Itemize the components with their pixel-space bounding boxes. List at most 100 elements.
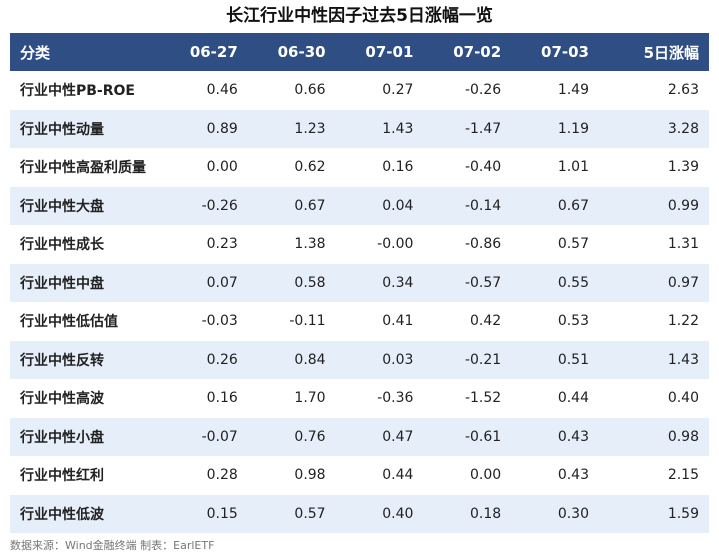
cell-5day-change: 3.28 xyxy=(667,120,699,137)
table-row: 行业中性小盘 -0.07 0.76 0.47 -0.61 0.43 0.98 xyxy=(10,417,709,456)
cell-date-2: 0.84 xyxy=(294,351,326,368)
header-date-5: 07-03 xyxy=(541,43,589,61)
row-category: 行业中性高波 xyxy=(20,391,104,408)
table-body: 行业中性PB-ROE 0.46 0.66 0.27 -0.26 1.49 2.63 行业中性动… xyxy=(10,71,709,533)
header-row: 分类 06-27 06-30 07-01 07-02 07-03 5日涨幅 xyxy=(10,33,709,71)
table-row: 行业中性动量 0.89 1.23 1.43 -1.47 1.19 3.28 xyxy=(10,109,709,148)
cell-date-4: -0.86 xyxy=(464,236,502,253)
row-category: 行业中性PB-ROE xyxy=(20,83,135,100)
cell-5day-change: 2.15 xyxy=(667,467,699,484)
cell-date-3: 0.41 xyxy=(382,313,414,330)
table-row: 行业中性高波 0.16 1.70 -0.36 -1.52 0.44 0.40 xyxy=(10,379,709,418)
cell-date-5: 0.43 xyxy=(557,428,589,445)
cell-5day-change: 1.22 xyxy=(667,313,699,330)
cell-date-5: 0.53 xyxy=(557,313,589,330)
header-date-2: 06-30 xyxy=(277,43,326,61)
cell-date-2: 0.66 xyxy=(294,82,326,99)
cell-date-5: 0.67 xyxy=(557,197,589,214)
cell-date-4: -1.52 xyxy=(464,390,502,407)
header-category: 分类 xyxy=(20,43,51,62)
cell-date-1: -0.07 xyxy=(201,428,238,445)
cell-5day-change: 1.31 xyxy=(667,236,699,253)
cell-date-4: 0.00 xyxy=(470,467,502,484)
cell-date-2: -0.11 xyxy=(289,313,326,330)
cell-date-5: 0.30 xyxy=(557,505,589,522)
cell-date-2: 0.57 xyxy=(294,505,326,522)
cell-date-5: 1.49 xyxy=(557,82,589,99)
cell-date-4: -0.14 xyxy=(464,197,502,214)
table-title: 长江行业中性因子过去5日涨幅一览 xyxy=(226,6,493,26)
cell-date-4: -0.57 xyxy=(464,274,502,291)
cell-date-3: 0.40 xyxy=(382,505,414,522)
cell-date-2: 0.67 xyxy=(294,197,326,214)
row-category: 行业中性成长 xyxy=(20,237,104,254)
row-category: 行业中性红利 xyxy=(20,468,104,485)
cell-date-4: -0.40 xyxy=(464,159,502,176)
cell-date-4: -1.47 xyxy=(464,120,502,137)
cell-date-1: 0.23 xyxy=(206,236,238,253)
cell-date-3: 0.27 xyxy=(382,82,414,99)
cell-date-1: 0.16 xyxy=(206,390,238,407)
table-row: 行业中性中盘 0.07 0.58 0.34 -0.57 0.55 0.97 xyxy=(10,263,709,302)
cell-5day-change: 0.99 xyxy=(667,197,699,214)
cell-5day-change: 1.59 xyxy=(667,505,699,522)
table-row: 行业中性大盘 -0.26 0.67 0.04 -0.14 0.67 0.99 xyxy=(10,186,709,225)
cell-date-3: 1.43 xyxy=(382,120,414,137)
table-row: 行业中性低波 0.15 0.57 0.40 0.18 0.30 1.59 xyxy=(10,494,709,533)
cell-date-3: 0.34 xyxy=(382,274,414,291)
header-date-1: 06-27 xyxy=(189,43,238,61)
cell-date-5: 0.57 xyxy=(557,236,589,253)
cell-5day-change: 0.40 xyxy=(667,390,699,407)
cell-date-2: 0.76 xyxy=(294,428,326,445)
cell-date-4: 0.42 xyxy=(470,313,502,330)
cell-date-1: 0.46 xyxy=(206,82,238,99)
cell-date-1: 0.89 xyxy=(206,120,238,137)
row-category: 行业中性大盘 xyxy=(20,198,104,215)
cell-date-1: 0.00 xyxy=(206,159,238,176)
row-category: 行业中性动量 xyxy=(20,121,104,138)
table-row: 行业中性成长 0.23 1.38 -0.00 -0.86 0.57 1.31 xyxy=(10,225,709,264)
cell-date-1: 0.26 xyxy=(206,351,238,368)
cell-date-2: 1.38 xyxy=(294,236,326,253)
cell-date-2: 0.62 xyxy=(294,159,326,176)
header-date-3: 07-01 xyxy=(365,43,414,61)
cell-date-1: 0.07 xyxy=(206,274,238,291)
table-row: 行业中性红利 0.28 0.98 0.44 0.00 0.43 2.15 xyxy=(10,456,709,495)
factor-returns-table: 分类 06-27 06-30 07-01 07-02 07-03 5日涨幅 行业… xyxy=(10,33,709,533)
cell-date-3: -0.00 xyxy=(377,236,414,253)
cell-5day-change: 0.97 xyxy=(667,274,699,291)
cell-date-5: 0.44 xyxy=(557,390,589,407)
cell-date-2: 0.58 xyxy=(294,274,326,291)
cell-date-3: 0.03 xyxy=(382,351,414,368)
cell-date-4: -0.26 xyxy=(464,82,502,99)
cell-date-2: 1.70 xyxy=(294,390,326,407)
cell-date-5: 0.43 xyxy=(557,467,589,484)
cell-date-2: 0.98 xyxy=(294,467,326,484)
cell-date-1: -0.03 xyxy=(201,313,238,330)
cell-5day-change: 2.63 xyxy=(667,82,699,99)
table-row: 行业中性低估值 -0.03 -0.11 0.41 0.42 0.53 1.22 xyxy=(10,302,709,341)
row-category: 行业中性高盈利质量 xyxy=(20,160,146,177)
cell-date-4: -0.21 xyxy=(464,351,502,368)
cell-date-1: 0.15 xyxy=(206,505,238,522)
cell-date-3: 0.44 xyxy=(382,467,414,484)
table-row: 行业中性高盈利质量 0.00 0.62 0.16 -0.40 1.01 1.39 xyxy=(10,148,709,187)
cell-date-3: 0.04 xyxy=(382,197,414,214)
row-category: 行业中性低波 xyxy=(20,506,104,523)
cell-date-4: 0.18 xyxy=(470,505,502,522)
cell-date-2: 1.23 xyxy=(294,120,326,137)
cell-date-3: 0.47 xyxy=(382,428,414,445)
table-row: 行业中性PB-ROE 0.46 0.66 0.27 -0.26 1.49 2.63 xyxy=(10,71,709,110)
cell-date-5: 0.55 xyxy=(557,274,589,291)
row-category: 行业中性低估值 xyxy=(20,314,118,331)
cell-date-4: -0.61 xyxy=(464,428,502,445)
cell-date-5: 1.01 xyxy=(557,159,589,176)
cell-5day-change: 0.98 xyxy=(667,428,699,445)
header-5day-change: 5日涨幅 xyxy=(643,43,699,62)
header-date-4: 07-02 xyxy=(453,43,502,61)
cell-5day-change: 1.43 xyxy=(667,351,699,368)
table-row: 行业中性反转 0.26 0.84 0.03 -0.21 0.51 1.43 xyxy=(10,340,709,379)
cell-date-3: -0.36 xyxy=(377,390,414,407)
cell-date-5: 0.51 xyxy=(557,351,589,368)
cell-date-1: 0.28 xyxy=(206,467,238,484)
